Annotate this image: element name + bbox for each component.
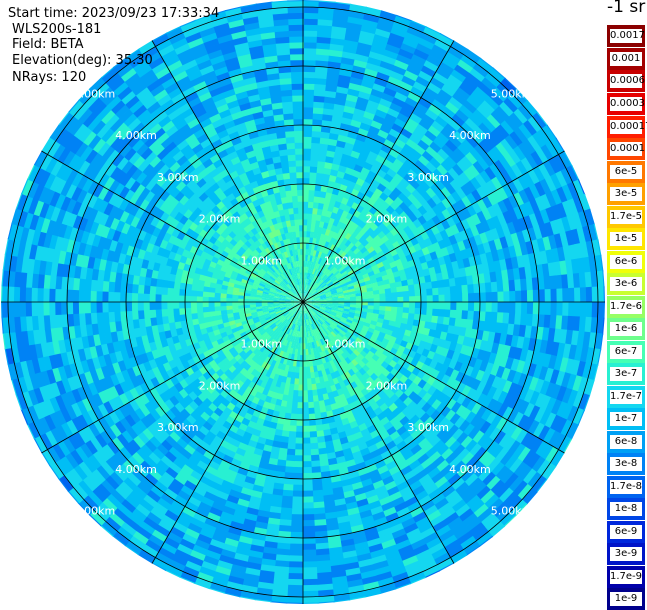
azimuth-spoke [151,301,304,564]
colorbar-level: 1.7e-8 [607,475,645,498]
azimuth-spoke [151,40,304,303]
colorbar-level-label: 1.7e-9 [610,569,643,584]
colorbar-level: 6e-5 [607,160,645,183]
field-label: Field: BETA [12,37,84,52]
instrument-label: WLS200s-181 [12,22,102,37]
colorbar-level: 3e-7 [607,363,645,385]
colorbar-level-label: 0.00017 [610,119,647,134]
colorbar-level: 1e-5 [607,228,645,250]
colorbar-level: 0.0001 [607,138,645,160]
colorbar-level: 0.0006 [607,70,645,92]
colorbar-level-label: 1e-5 [610,232,642,246]
colorbar-level-label: 3e-6 [610,277,642,291]
range-ring-label: 4.00km [115,129,157,142]
colorbar-level-label: 1e-9 [610,592,642,606]
colorbar-level: 0.001 [607,47,645,70]
range-ring-label: 2.00km [199,379,241,392]
colorbar-title: -1 sr [607,0,646,17]
colorbar-level: 3e-5 [607,183,645,205]
azimuth-spoke [302,150,565,303]
start-time-label: Start time: 2023/09/23 17:33:34 [8,6,220,21]
colorbar-level: 6e-7 [607,340,645,363]
colorbar-level-label: 3e-5 [610,187,642,201]
colorbar-level-label: 6e-8 [610,434,642,449]
colorbar-level-label: 1e-7 [610,412,642,426]
colorbar-level: 1.7e-7 [607,385,645,408]
colorbar-level: 6e-9 [607,520,645,543]
colorbar-level: 1.7e-9 [607,565,645,588]
colorbar-level-label: 0.0001 [610,142,645,156]
colorbar-level-label: 3e-7 [610,367,642,381]
colorbar-level: 0.0017 [607,25,645,47]
range-ring-label: 5.00km [74,505,116,518]
colorbar-level-label: 6e-6 [610,254,642,269]
colorbar-level-label: 3e-8 [610,457,642,471]
range-ring-label: 4.00km [449,129,491,142]
colorbar-level-label: 1.7e-5 [610,209,643,224]
range-ring-label: 3.00km [407,421,449,434]
range-ring-label: 4.00km [449,463,491,476]
range-ring-label: 1.00km [324,254,366,267]
colorbar-level: 6e-8 [607,430,645,453]
azimuth-spoke [302,301,565,454]
colorbar-level: 0.00017 [607,115,647,138]
colorbar-level: 1.7e-6 [607,295,645,318]
colorbar-level-label: 1.7e-7 [610,389,643,404]
colorbar-level: 1e-8 [607,498,645,520]
azimuth-spoke [41,301,304,454]
backscatter-cells [1,0,605,604]
colorbar-level-label: 1e-6 [610,322,642,336]
range-ring-label: 3.00km [157,171,199,184]
colorbar-level-label: 6e-9 [610,524,642,539]
range-ring-label: 5.00km [491,87,533,100]
azimuth-spokes [1,0,605,604]
range-ring-label: 3.00km [407,171,449,184]
azimuth-spoke [302,40,455,303]
azimuth-spoke [302,301,455,564]
range-ring-labels: 1.00km 1.00km 1.00km 1.00km 2.00km 2.00km 2.00… [74,87,533,517]
range-ring-label: 1.00km [241,338,283,351]
range-ring-label: 3.00km [157,421,199,434]
elevation-label: Elevation(deg): 35.30 [12,53,153,68]
colorbar-level-label: 0.0017 [610,29,645,43]
ppi-scan-plot: 1.00km 1.00km 1.00km 1.00km 2.00km 2.00km 2.00… [1,0,605,604]
colorbar-level: 1e-7 [607,408,645,430]
colorbar-level-label: 6e-5 [610,164,642,179]
colorbar-level: 0.0003 [607,92,645,115]
colorbar-level-label: 1.7e-6 [610,299,643,314]
colorbar-level-label: 1.7e-8 [610,479,643,494]
range-ring-label: 5.00km [74,87,116,100]
colorbar-level-label: 6e-7 [610,344,642,359]
range-ring-label: 5.00km [491,505,533,518]
range-ring-label: 4.00km [115,463,157,476]
colorbar-level-label: 0.001 [610,51,642,66]
range-ring-label: 2.00km [366,379,408,392]
nrays-label: NRays: 120 [12,70,87,85]
colorbar-level: 3e-9 [607,543,645,565]
colorbar-level-label: 3e-9 [610,547,642,561]
colorbar-level: 3e-6 [607,273,645,295]
colorbar-level-label: 0.0006 [610,74,645,88]
azimuth-spoke [41,150,304,303]
colorbar-level-label: 0.0003 [610,96,645,111]
colorbar-level: 6e-6 [607,250,645,273]
colorbar-level: 1.7e-5 [607,205,645,228]
range-ring-label: 2.00km [366,213,408,226]
range-ring-label: 1.00km [241,254,283,267]
colorbar-level: 1e-6 [607,318,645,340]
colorbar-level-label: 1e-8 [610,502,642,516]
colorbar-level: 1e-9 [607,588,645,610]
range-ring-label: 1.00km [324,338,366,351]
range-ring-label: 2.00km [199,213,241,226]
colorbar-level: 3e-8 [607,453,645,475]
